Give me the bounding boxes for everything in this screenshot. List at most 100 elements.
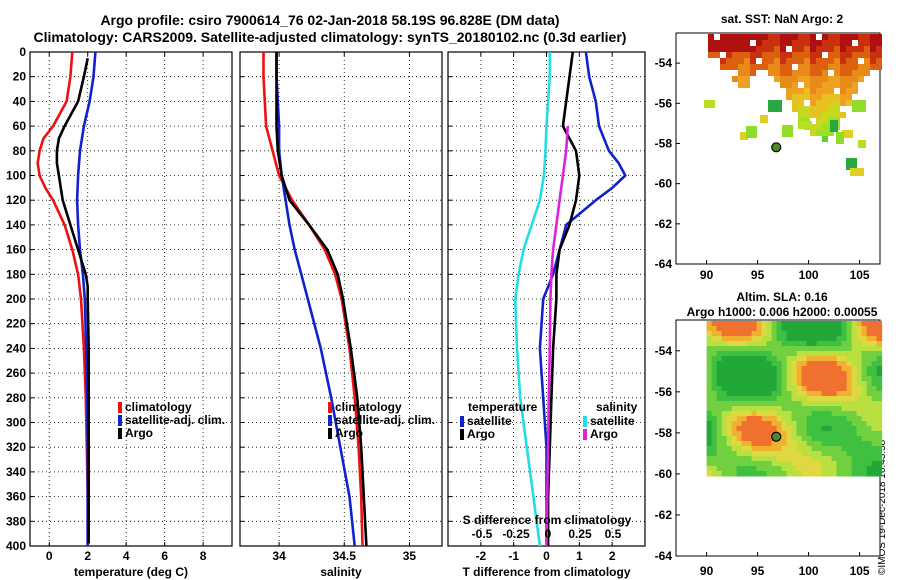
sla-cell: [761, 441, 768, 447]
chart-subtitle: Climatology: CARS2009. Satellite-adjuste…: [33, 29, 627, 45]
sst-cell: [744, 70, 750, 76]
sla-cell: [791, 326, 798, 332]
sla-cell: [821, 371, 828, 377]
sla-cell: [836, 426, 843, 432]
sla-cell: [821, 381, 828, 387]
sst-cell: [858, 46, 864, 52]
sla-cell: [776, 451, 783, 457]
sla-cell: [861, 446, 868, 452]
sla-cell: [756, 456, 763, 462]
sst-cell: [804, 82, 810, 88]
sla-cell: [751, 406, 758, 412]
sla-cell: [876, 336, 883, 342]
sla-cell: [751, 461, 758, 467]
sla-cell: [846, 416, 853, 422]
sla-cell: [841, 321, 848, 327]
x-tick-label: 34: [272, 549, 286, 563]
sla-cell: [756, 426, 763, 432]
sla-cell: [721, 426, 728, 432]
sla-cell: [856, 321, 863, 327]
sst-cell: [840, 52, 846, 58]
sst-cell: [816, 112, 822, 118]
sla-cell: [706, 356, 713, 362]
legend-title: temperature: [468, 400, 538, 414]
sla-cell: [711, 341, 718, 347]
sla-cell: [821, 456, 828, 462]
sla-cell: [736, 321, 743, 327]
sla-cell: [781, 471, 788, 477]
sla-cell: [851, 426, 858, 432]
map-x-tick-label: 95: [751, 268, 765, 282]
legend-label: satellite-adj. clim.: [125, 413, 225, 427]
sst-cell: [822, 34, 828, 40]
sla-cell: [791, 356, 798, 362]
sst-cell: [816, 64, 822, 70]
sla-cell: [856, 441, 863, 447]
sla-cell: [861, 376, 868, 382]
sla-cell: [856, 471, 863, 477]
depth-tick-label: 380: [6, 514, 26, 528]
sla-cell: [751, 451, 758, 457]
sla-cell: [846, 421, 853, 427]
sla-cell: [866, 351, 873, 357]
sla-cell: [846, 456, 853, 462]
sla-cell: [756, 406, 763, 412]
sla-cell: [776, 471, 783, 477]
map-y-tick-label: -56: [655, 96, 673, 110]
sst-cell: [798, 88, 804, 94]
sla-cell: [781, 401, 788, 407]
sla-cell: [711, 471, 718, 477]
sst-cell: [774, 70, 780, 76]
sla-cell: [721, 406, 728, 412]
sst-cell: [798, 76, 804, 82]
sla-cell: [866, 456, 873, 462]
sla-cell: [861, 451, 868, 457]
sst-cell: [876, 58, 882, 64]
sla-cell: [851, 466, 858, 472]
sst-cell: [762, 40, 768, 46]
sst-cell: [780, 52, 786, 58]
sla-cell: [861, 461, 868, 467]
sla-cell: [741, 341, 748, 347]
sla-cell: [831, 401, 838, 407]
sst-cell: [858, 76, 864, 82]
sla-cell: [781, 461, 788, 467]
sla-cell: [876, 386, 883, 392]
depth-tick-label: 60: [13, 119, 27, 133]
sla-cell: [836, 331, 843, 337]
sst-cell: [750, 34, 756, 40]
map-y-tick-label: -58: [655, 426, 673, 440]
sst-cell: [786, 94, 792, 100]
sla-cell: [851, 321, 858, 327]
sla-cell: [761, 386, 768, 392]
sla-cell: [836, 346, 843, 352]
sla-cell: [866, 421, 873, 427]
sla-cell: [771, 406, 778, 412]
sla-cell: [751, 361, 758, 367]
sla-cell: [791, 431, 798, 437]
sla-cell: [731, 386, 738, 392]
sla-cell: [866, 341, 873, 347]
sla-cell: [751, 471, 758, 477]
sla-cell: [786, 351, 793, 357]
sla-cell: [761, 436, 768, 442]
sst-cell: [786, 40, 792, 46]
sla-cell: [871, 356, 878, 362]
sla-cell: [726, 416, 733, 422]
sla-cell: [706, 381, 713, 387]
sla-cell: [846, 371, 853, 377]
sla-cell: [781, 436, 788, 442]
sla-cell: [741, 431, 748, 437]
sla-cell: [746, 386, 753, 392]
sla-cell: [846, 461, 853, 467]
sla-cell: [756, 321, 763, 327]
sla-cell: [821, 471, 828, 477]
sla-cell: [796, 451, 803, 457]
sla-cell: [791, 376, 798, 382]
sla-cell: [766, 456, 773, 462]
sla-cell: [761, 336, 768, 342]
sla-cell: [811, 336, 818, 342]
sla-cell: [826, 391, 833, 397]
sst-cell: [828, 76, 834, 82]
sst-cell: [744, 76, 750, 82]
